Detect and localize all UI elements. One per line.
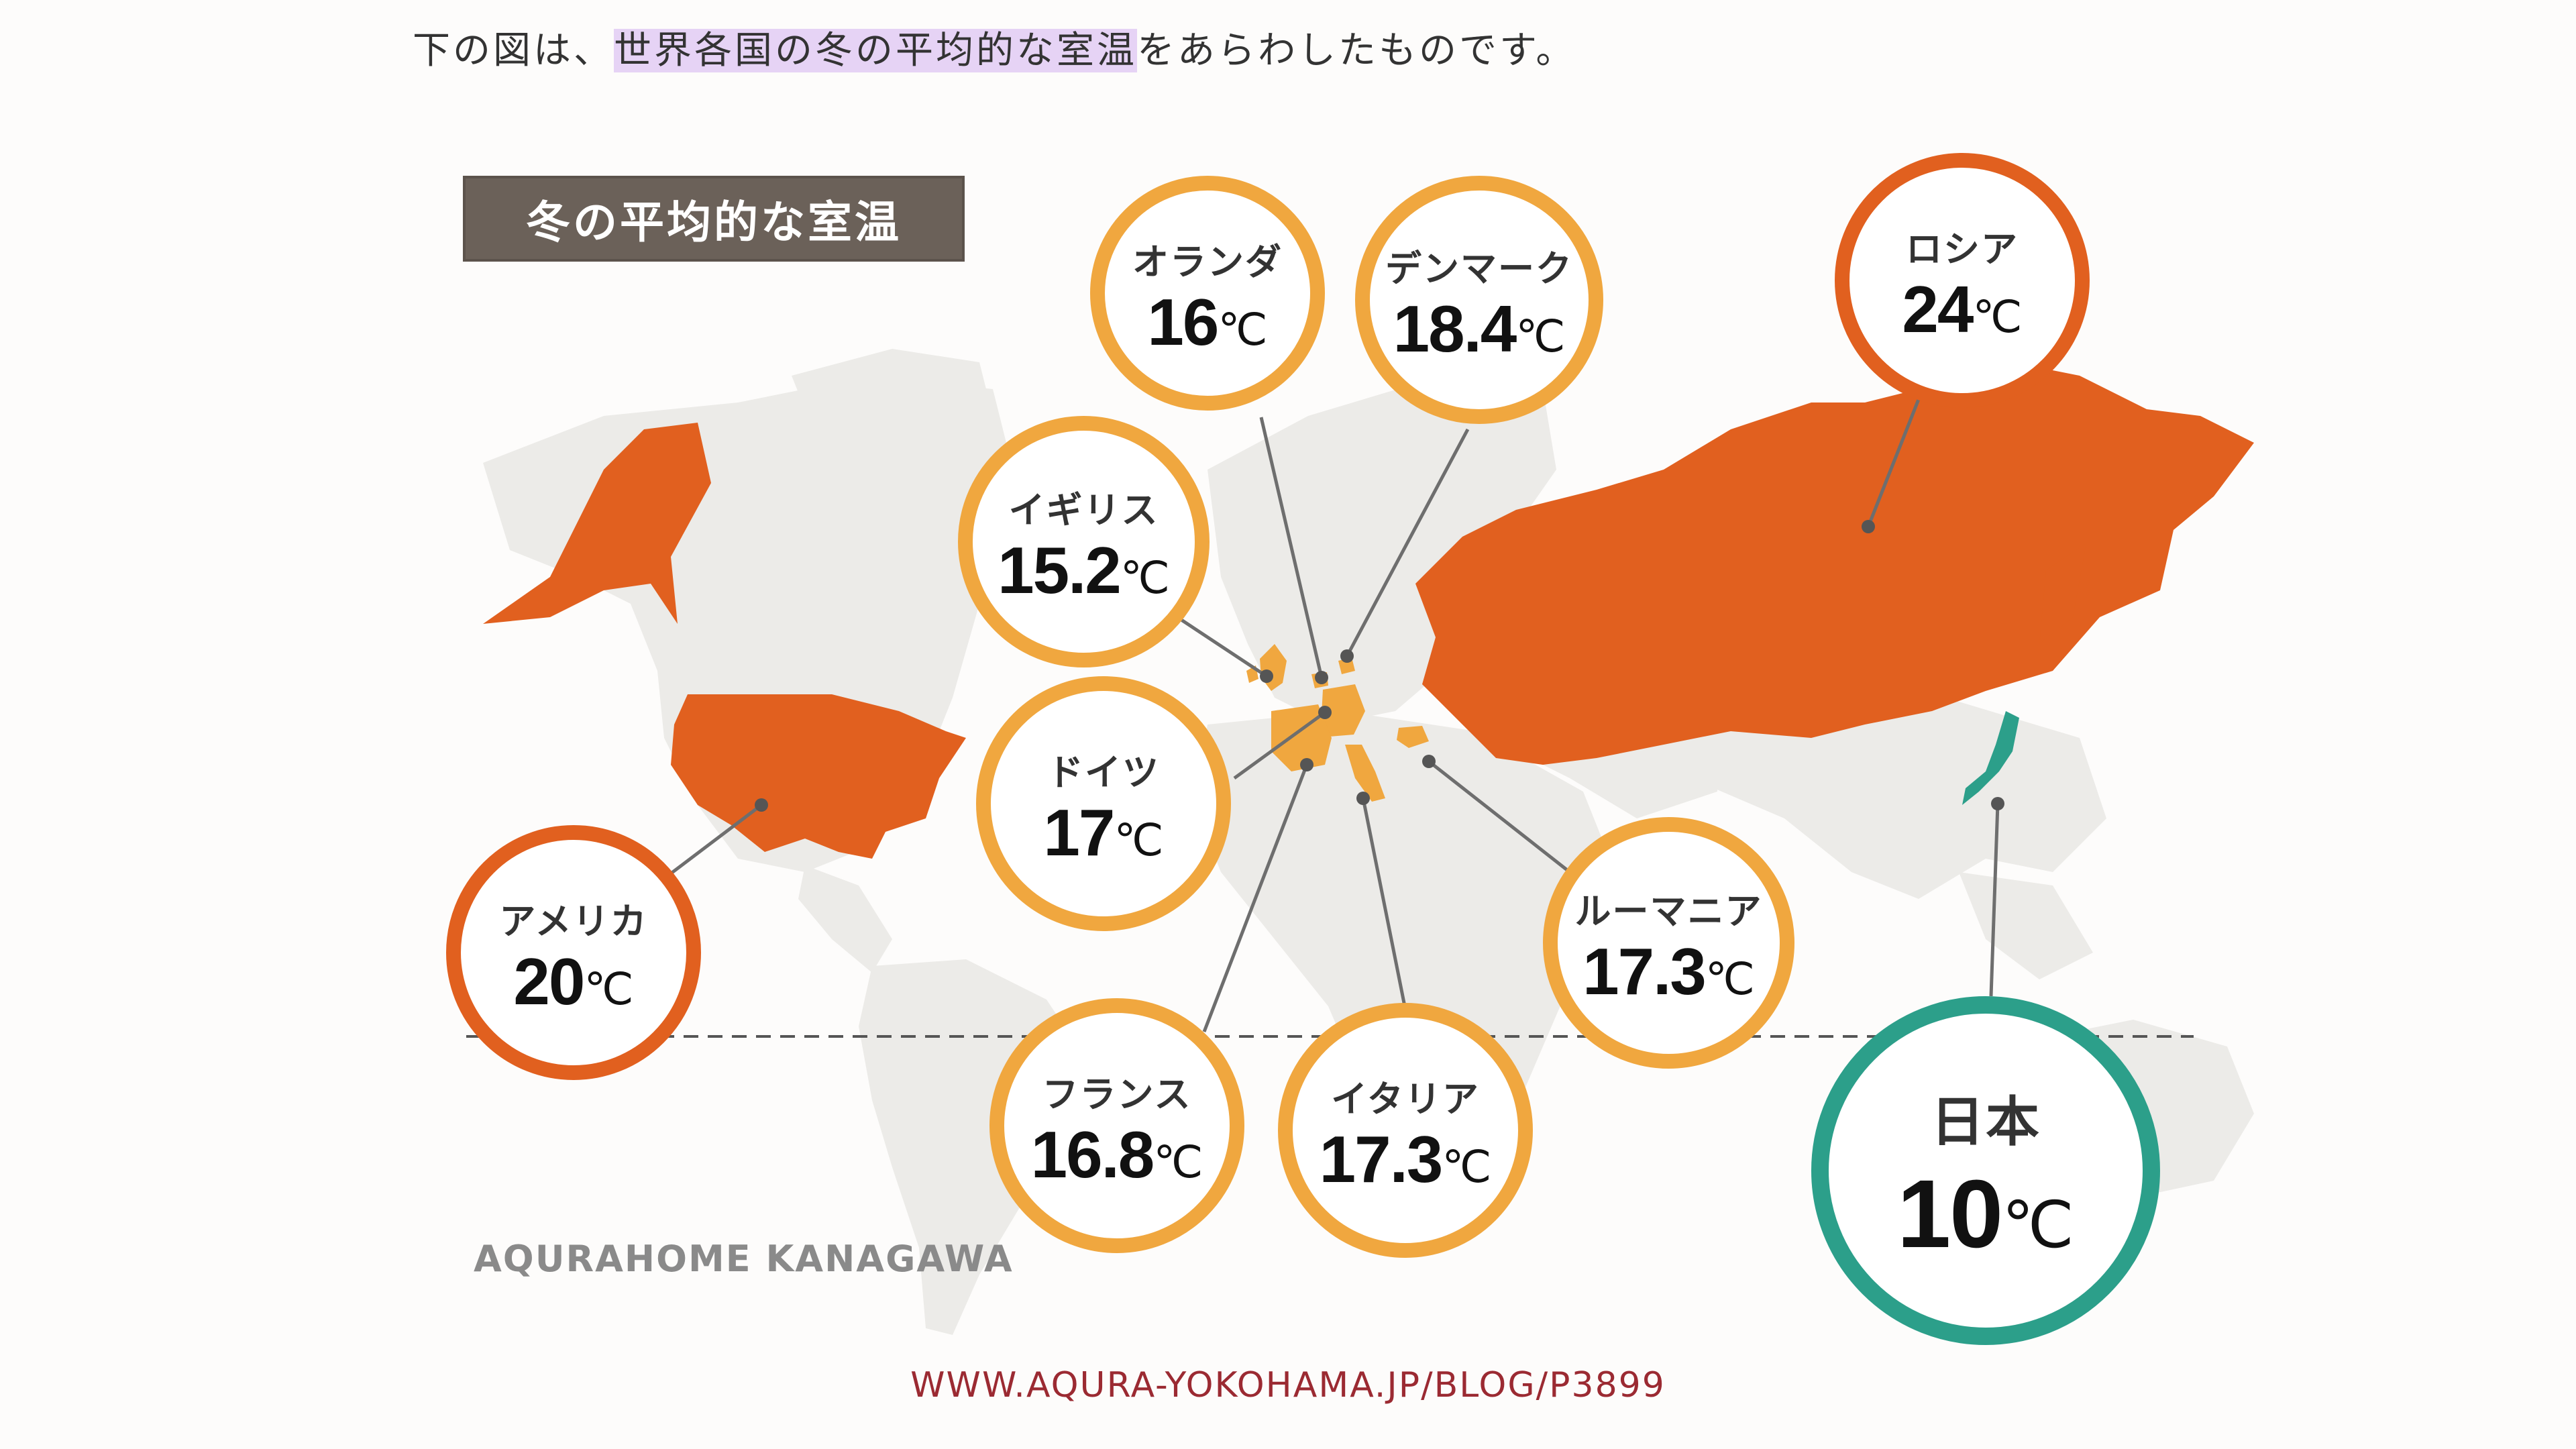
country-name: イタリア [1331, 1077, 1480, 1120]
country-name: フランス [1042, 1073, 1192, 1116]
page-caption: 下の図は、世界各国の冬の平均的な室温をあらわしたものです。 [413, 20, 1576, 74]
country-name: オランダ [1132, 240, 1283, 283]
land-central-america [798, 865, 892, 973]
map-credit: AQURAHOME KANAGAWA [474, 1238, 1014, 1280]
bubble-france: フランス 16.8℃ [989, 998, 1244, 1253]
temperature-value: 17.3 [1319, 1122, 1444, 1196]
leader-lines [623, 382, 2000, 1032]
caption-before: 下の図は、 [413, 29, 614, 72]
bubble-germany: ドイツ 17℃ [976, 676, 1231, 931]
source-url: WWW.AQURA-YOKOHAMA.JP/BLOG/P3899 [910, 1365, 1666, 1405]
country-name: デンマーク [1385, 247, 1573, 290]
bubble-usa: アメリカ 20℃ [446, 825, 701, 1080]
temperature-unit: ℃ [1442, 1140, 1492, 1193]
country-name: ルーマニア [1574, 890, 1763, 932]
bubble-japan: 日本 10℃ [1811, 996, 2160, 1345]
temperature-value: 10 [1897, 1160, 2003, 1268]
country-italy [1345, 745, 1385, 802]
leader-denmark [1345, 428, 1470, 657]
land-greenland [792, 349, 993, 470]
leader-uk [1176, 615, 1268, 678]
temperature-value: 16 [1147, 284, 1219, 359]
highlighted-countries [483, 362, 2254, 859]
country-name: ドイツ [1047, 751, 1160, 794]
temperature-unit: ℃ [1705, 953, 1755, 1005]
map-title-box: 冬の平均的な室温 [463, 176, 965, 262]
country-name: ロシア [1906, 227, 2019, 270]
bubble-romania: ルーマニア 17.3℃ [1543, 817, 1794, 1069]
temperature-unit: ℃ [584, 963, 634, 1015]
temperature-value: 16.8 [1030, 1117, 1155, 1191]
country-russia-kamchatka [2039, 543, 2086, 644]
temperature-value: 20 [513, 944, 585, 1018]
temperature-value: 17.3 [1582, 934, 1707, 1008]
dot-germany [1318, 706, 1332, 719]
caption-after: をあらわしたものです。 [1137, 29, 1576, 72]
country-denmark [1338, 657, 1355, 674]
dot-romania [1422, 755, 1436, 768]
temperature-value: 24 [1902, 272, 1974, 346]
dot-denmark [1340, 649, 1354, 663]
leader-france [1202, 764, 1309, 1032]
dot-japan [1991, 797, 2004, 810]
temperature-unit: ℃ [1153, 1136, 1203, 1188]
country-japan [1962, 711, 2019, 805]
country-name: イギリス [1008, 489, 1159, 531]
country-russia [1415, 362, 2254, 765]
temperature-unit: ℃ [1218, 303, 1268, 356]
temperature-value: 17 [1043, 795, 1115, 869]
temperature-unit: ℃ [1515, 310, 1566, 362]
leader-dots [755, 520, 2004, 812]
temperature-value: 18.4 [1393, 291, 1517, 366]
country-romania [1397, 726, 1429, 748]
bubble-uk: イギリス 15.2℃ [958, 416, 1210, 667]
dot-uk [1260, 669, 1273, 683]
leader-netherlands [1259, 417, 1324, 678]
leader-romania [1428, 760, 1571, 873]
temperature-unit: ℃ [1120, 552, 1170, 604]
caption-highlight: 世界各国の冬の平均的な室温 [614, 29, 1137, 72]
temperature-value: 15.2 [998, 533, 1122, 607]
leader-russia [1866, 382, 1927, 527]
bubble-italy: イタリア 17.3℃ [1278, 1003, 1533, 1258]
country-name: アメリカ [499, 900, 648, 943]
dot-italy [1356, 792, 1370, 805]
leader-germany [1233, 710, 1326, 780]
country-france [1271, 704, 1332, 771]
bubble-netherlands: オランダ 16℃ [1090, 176, 1325, 411]
dot-usa [755, 798, 768, 812]
bubble-denmark: デンマーク 18.4℃ [1355, 176, 1603, 424]
land-southeast-asia [1959, 872, 2093, 979]
temperature-unit: ℃ [1114, 814, 1164, 866]
dot-france [1300, 758, 1313, 771]
dot-russia [1862, 520, 1875, 533]
temperature-unit: ℃ [2002, 1187, 2074, 1263]
dot-netherlands [1315, 671, 1328, 684]
bubble-russia: ロシア 24℃ [1835, 153, 2090, 408]
temperature-unit: ℃ [1972, 290, 2023, 343]
country-germany [1322, 684, 1365, 737]
leader-japan [1989, 803, 2000, 997]
leader-italy [1361, 798, 1407, 1010]
land-europe [1208, 376, 1556, 724]
country-name: 日本 [1931, 1091, 2041, 1153]
country-alaska [483, 423, 711, 624]
map-title: 冬の平均的な室温 [526, 197, 902, 248]
